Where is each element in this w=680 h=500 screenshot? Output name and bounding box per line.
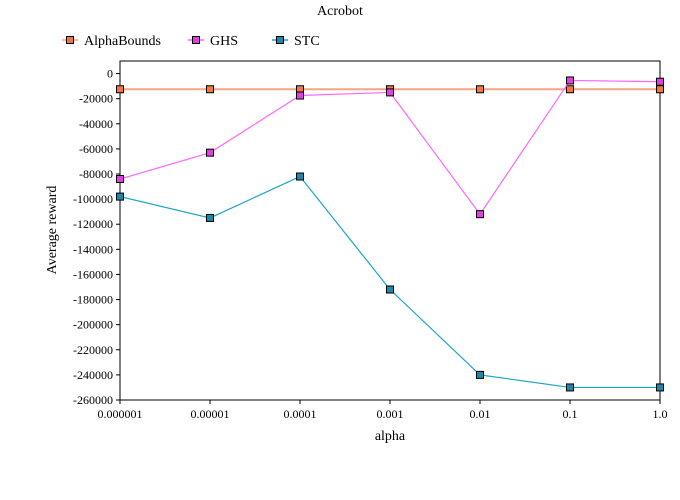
plot-area [119,60,661,401]
legend-label-ghs: GHS [210,34,238,49]
legend-marker-ghs [192,36,200,44]
y-tick-label: -160000 [73,267,113,281]
data-point-ghs [296,91,304,100]
y-tick-label: -240000 [73,368,113,382]
data-point-stc [656,383,664,392]
x-tick-label: 0.000001 [98,407,143,421]
data-point-ghs [206,148,214,157]
x-tick-label: 0.00001 [191,407,230,421]
data-point-ghs [116,175,124,184]
y-tick-label: -20000 [79,92,113,106]
data-point-stc [566,383,574,392]
y-axis: 0 -20000 -40000 -60000 -80000 -100000 -120000 -… [73,67,120,407]
data-point-ghs [656,77,664,86]
y-tick-label: -220000 [73,343,113,357]
data-point-alphabounds [566,85,574,94]
data-point-stc [386,285,394,294]
data-point-stc [296,172,304,181]
chart-title: Acrobot [317,4,363,19]
legend-label-stc: STC [294,34,320,49]
y-axis-label: Average reward [45,186,60,275]
data-point-alphabounds [656,85,664,94]
x-tick-label: 1.0 [653,407,668,421]
data-point-ghs [476,210,484,219]
y-tick-label: -60000 [79,142,113,156]
x-tick-label: 0.1 [563,407,578,421]
data-point-alphabounds [476,85,484,94]
y-tick-label: -80000 [79,167,113,181]
y-tick-label: -260000 [73,393,113,407]
x-tick-label: 0.01 [470,407,491,421]
x-axis-label: alpha [375,429,406,444]
x-axis: 0.000001 0.00001 0.0001 0.001 0.01 0.1 1.0 [98,400,668,421]
data-point-ghs [566,76,574,85]
data-point-stc [206,213,214,222]
y-tick-label: -120000 [73,217,113,231]
y-tick-label: -140000 [73,242,113,256]
series-layer [116,76,664,392]
x-tick-label: 0.0001 [284,407,317,421]
data-point-alphabounds [206,85,214,94]
y-tick-label: -180000 [73,293,113,307]
legend: AlphaBounds GHS STC [62,34,320,49]
data-point-stc [116,192,124,201]
y-tick-label: -40000 [79,117,113,131]
x-tick-label: 0.001 [377,407,404,421]
y-tick-label: -200000 [73,318,113,332]
y-tick-label: -100000 [73,192,113,206]
legend-marker-stc [276,36,284,44]
data-point-stc [476,370,484,379]
legend-label-alphabounds: AlphaBounds [84,34,161,49]
data-point-alphabounds [116,85,124,94]
data-point-ghs [386,88,394,97]
legend-marker-alphabounds [66,36,74,44]
y-tick-label: 0 [107,67,113,81]
